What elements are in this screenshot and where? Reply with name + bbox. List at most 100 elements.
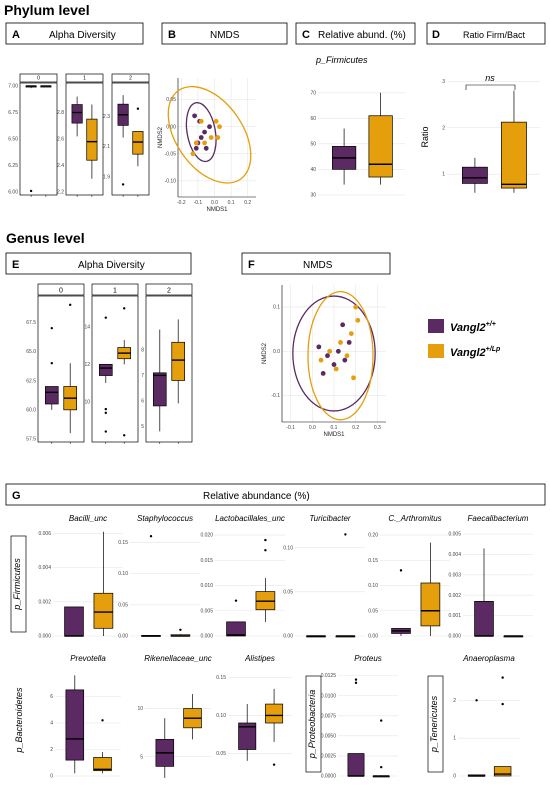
panel-G-C._Arthromitus-ytick-0: 0.00 [368,634,378,640]
panel-E-facet-frame-2 [145,295,193,443]
panel-A-0-ytick-1: 6.25 [8,163,18,169]
panel-G-phylum-bacteroidetes: p_Bacteroidetes [14,687,24,754]
panel-G-C._Arthromitus-ytick-3: 0.15 [368,558,378,564]
panel-E-2-ytick-2: 7 [141,373,144,379]
panel-C-header: C Relative abund. (%) [295,22,416,45]
panel-F-ytick-1: 0.0 [273,349,280,355]
panel-B-xlabel: NMDS1 [206,207,228,213]
panel-G-Bacilli_unc-ytick-1: 0.002 [38,599,51,605]
panel-A-facet-0: 0 6.00 6.25 6.50 6.75 7.00 [8,73,58,197]
panel-B-xtick-4: 0.2 [244,200,251,206]
panel-D-header-box [426,22,546,45]
plots-layer: 0 6.00 6.25 6.50 6.75 7.00 1 2.2 2.4 2.6 2.8 2 1.9 2.… [8,55,540,780]
panel-E-1-wt-outlier-1 [104,411,108,415]
panel-G-Proteus-ytick-3: 0.0075 [321,713,337,719]
panel-A-0-ytick-3: 6.75 [8,110,18,116]
panel-E-header-box [5,252,192,275]
panel-F-point-14 [333,366,339,372]
panel-A-letter: A [12,29,20,41]
panel-C-ytick-3: 60 [310,116,316,122]
panel-B-xtick-0: -0.2 [177,200,186,206]
panel-A-strip-label-0: 0 [37,76,40,82]
panel-B-ellipse-wt [185,102,217,163]
panel-G-Lactobacillales_unc-lp-outlier-0 [264,548,267,552]
panel-F-header-box [241,252,391,275]
panel-G-Rikenellaceae_unc-plot: 5 10 [137,694,211,778]
panel-G-Proteus-ytick-2: 0.0050 [321,733,337,739]
panel-A-1-lp-box [86,118,98,161]
panel-D-letter: D [432,29,440,41]
panel-D-wt-box [461,166,488,184]
panel-G-phylum-proteobacteria-box [305,675,322,773]
panel-F-point-16 [353,304,359,310]
panel-G-phylum-bacteroidetes-text: p_Bacteroidetes [14,687,24,754]
panel-B-point-12 [202,140,207,146]
panel-E-strip-2 [145,283,193,296]
panel-F-point-5 [342,357,348,363]
panel-B-point-11 [193,140,199,146]
panel-G-Bacilli_unc-lp-box [93,592,114,629]
panel-A-0-ytick-0: 6.00 [8,190,18,196]
panel-G-Alistipes-wt-box [238,722,257,750]
panel-F-ellipse-lp [307,290,374,421]
panel-G-header-box [5,483,546,506]
panel-A-2-wt-outlier-0 [121,183,125,186]
panel-C-plot: 30 40 50 60 70 [310,90,405,198]
panel-E-facet-frame-1 [91,295,139,443]
panel-C-subtitle: p_Firmicutes [315,55,368,65]
panel-A-1-wt-box [71,104,83,124]
panel-G-Bacilli_unc-plot: 0.000 0.002 0.004 0.006 [38,531,123,640]
panel-A-facet-frame-1 [65,82,104,196]
panel-F-ytick-2: 0.1 [273,305,280,311]
panel-E-1-ytick-0: 10 [84,399,90,405]
panel-G-title-Rikenellaceae_unc: Rikenellaceae_unc [144,654,212,663]
panel-F-point-3 [325,353,330,359]
panel-B-point-6 [193,145,199,151]
section-title-genus: Genus level [6,230,85,246]
panel-A-facet-2: 2 1.9 2.1 2.3 [103,73,150,197]
panel-F-point-6 [331,362,337,367]
panel-B-header-box [161,22,288,45]
panel-F-title: NMDS [303,260,333,271]
panel-G-Alistipes-ytick-1: 0.10 [216,713,226,719]
panel-D-signif-bracket [465,84,516,90]
panel-G-Proteus-lp-outlier-0 [380,719,383,722]
panel-G-title-Bacilli_unc: Bacilli_unc [69,514,107,523]
panel-F-xtick-3: 0.2 [352,425,359,431]
panel-A-facet-frame-2 [111,82,150,196]
panel-A-2-lp-box [132,131,144,155]
panel-E-1-wt-box [99,363,113,376]
panel-G-C._Arthromitus-lp-box [420,582,441,627]
panel-G-Proteus-lp-outlier-1 [380,765,383,769]
panel-G-Proteus-plot: 0.0000 0.0025 0.0050 0.0075 0.0100 0.0125 [321,673,398,780]
panel-A-strip-2 [111,73,150,83]
panel-B-point-4 [207,124,212,130]
panel-G-Bacilli_unc-ytick-0: 0.000 [38,634,51,640]
panel-G-Bacilli_unc-ytick-2: 0.004 [38,565,51,571]
panel-B-ellipse-lp [167,85,252,184]
panel-C-ytick-0: 30 [310,192,316,198]
panel-E-facet-0: 0 57.5 60.0 62.5 65.0 67.5 [26,283,85,444]
panel-B-ytick-1: -0.05 [165,151,177,157]
panel-E-facet-2: 2 5 6 7 8 [141,283,193,444]
panel-G-Bacilli_unc-wt-box [64,606,84,637]
panel-G-Alistipes-ytick-0: 0.05 [216,751,226,757]
panel-G-Bacilli_unc-ytick-3: 0.006 [38,531,51,537]
panel-G-Staphylococcus-ytick-3: 0.15 [118,540,128,546]
panel-G-title-Proteus: Proteus [354,654,382,663]
panel-C-letter: C [302,29,310,41]
panel-F-xtick-0: -0.1 [286,425,295,431]
panel-G-title-Turicibacter: Turicibacter [309,514,351,523]
panel-A-2-ytick-2: 2.3 [103,114,110,120]
panel-G-Proteus-ytick-0: 0.0000 [321,774,337,780]
panel-G-Prevotella-ytick-0: 0 [50,774,53,780]
panel-G-Faecalibacterium-plot: 0.000 0.001 0.002 0.003 0.004 0.005 [448,532,533,640]
panel-G-C._Arthromitus-ytick-2: 0.10 [368,583,378,589]
panel-G-Turicibacter-ytick-0: 0.00 [283,634,293,640]
panel-G-Lactobacillales_unc-ytick-4: 0.020 [200,533,213,539]
panel-G-Lactobacillales_unc-ytick-1: 0.005 [200,608,213,614]
panel-F-header: F NMDS [241,252,391,275]
panel-A-header-box [5,22,144,45]
panel-B-point-8 [198,118,204,124]
